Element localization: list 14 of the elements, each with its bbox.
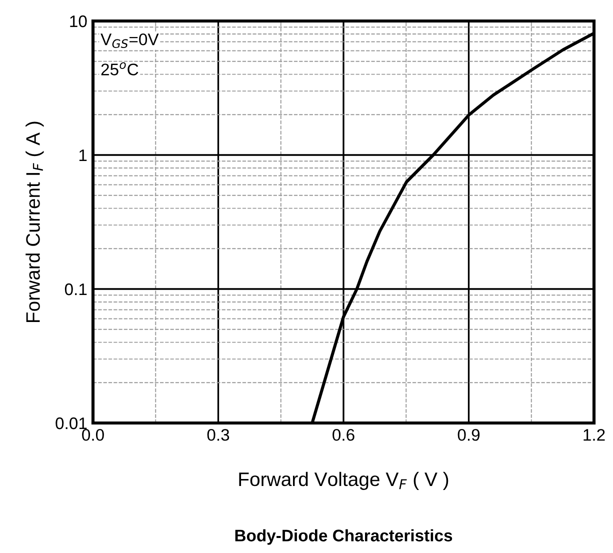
y-tick-label: 0.1 — [64, 283, 87, 296]
annotation: V$_{GS}$=0V — [100, 33, 159, 48]
y-axis-title: Forward Current I$_{F}$ ( A ) — [26, 122, 44, 322]
text: Body-Diode Characteristics — [235, 529, 452, 545]
x-tick-label: 0.3 — [207, 428, 230, 441]
x-tick-label: 0.6 — [332, 428, 354, 441]
x-axis-title: Forward Voltage V$_{F}$ ( V ) — [239, 472, 448, 490]
y-tick-label: 1 — [79, 150, 87, 162]
y-tick-label: 10 — [70, 15, 87, 28]
x-tick-label: 0.0 — [82, 428, 104, 441]
y-tick-label: 0.01 — [56, 417, 87, 430]
x-tick-label: 0.9 — [458, 428, 480, 441]
annotation: 25$^{o}$C — [101, 62, 138, 76]
x-tick-label: 1.2 — [584, 428, 605, 441]
